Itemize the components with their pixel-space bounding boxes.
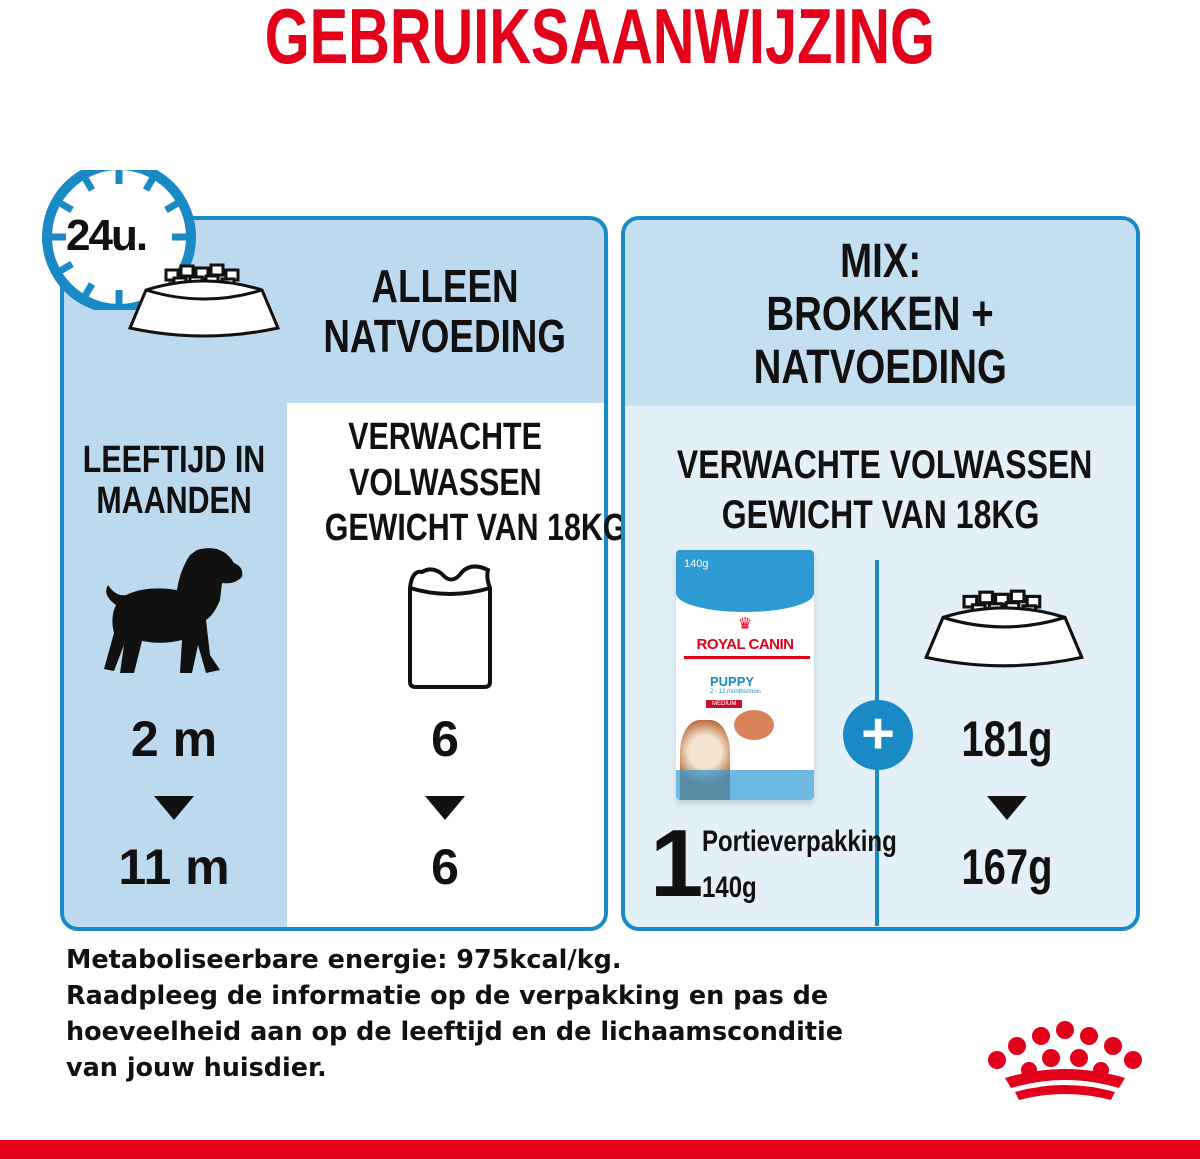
footer-notes: Metaboliseerbare energie: 975kcal/kg. Ra… [66, 942, 859, 1086]
age-label: LEEFTIJD IN MAANDEN [82, 439, 266, 523]
mix-header: MIX: BROKKEN + NATVOEDING [753, 235, 1008, 394]
bottom-red-bar [0, 1140, 1200, 1159]
pouch-icon [408, 564, 492, 689]
advice-line: Raadpleeg de informatie op de verpakking… [66, 981, 829, 1011]
arrow-down-icon [154, 796, 194, 820]
royal-canin-crown-logo [988, 1021, 1142, 1100]
pouches-end: 6 [431, 839, 459, 895]
package-food-photo [734, 710, 774, 740]
pouch-top-band [676, 550, 814, 612]
product-pouch-image: 140g ♛ ROYAL CANIN PUPPY 2 - 12 months/m… [676, 550, 814, 800]
energy-note: Metaboliseerbare energie: 975kcal/kg. [66, 945, 622, 975]
kibble-end: 167g [961, 839, 1053, 895]
food-bowl-icon [924, 589, 1084, 668]
advice-line: van jouw huisdier. [66, 1053, 327, 1083]
advice-line: hoeveelheid aan op de leeftijd en de lic… [66, 1017, 844, 1047]
arrow-down-icon [425, 796, 465, 820]
pouch-weight: 140g [702, 871, 757, 904]
kibble-start: 181g [961, 711, 1053, 767]
expected-weight-label: VERWACHTE VOLWASSEN GEWICHT VAN 18KG [324, 416, 627, 550]
package-bottom-band [676, 770, 814, 800]
pouches-start: 6 [431, 711, 459, 767]
mix-header-bg [625, 220, 1136, 406]
age-end: 11 m [118, 839, 230, 895]
brand-line [684, 656, 810, 659]
package-product: PUPPY [710, 674, 755, 689]
clock-icon [42, 170, 196, 310]
plus-icon: + [843, 700, 913, 770]
wet-only-panel [60, 216, 608, 931]
arrow-down-icon [987, 796, 1027, 820]
food-bowl-icon [127, 263, 281, 338]
clock-label: 24u. [66, 211, 148, 260]
pouch-label: Portieverpakking [702, 825, 897, 858]
package-size: MEDIUM [706, 700, 743, 708]
page-title: GEBRUIKSAANWIJZING [264, 0, 936, 80]
puppy-silhouette-icon [104, 548, 243, 673]
package-weight: 140g [684, 558, 709, 570]
package-age: 2 - 12 months/mois [710, 689, 762, 695]
mix-expected-weight-label: VERWACHTE VOLWASSEN GEWICHT VAN 18KG [676, 443, 1093, 537]
age-start: 2 m [130, 711, 218, 767]
brand-crown-icon: ♛ [737, 616, 753, 633]
pouch-count: 1 [650, 810, 704, 917]
wet-only-header: ALLEEN NATVOEDING [323, 260, 567, 362]
package-brand: ROYAL CANIN [696, 636, 794, 653]
